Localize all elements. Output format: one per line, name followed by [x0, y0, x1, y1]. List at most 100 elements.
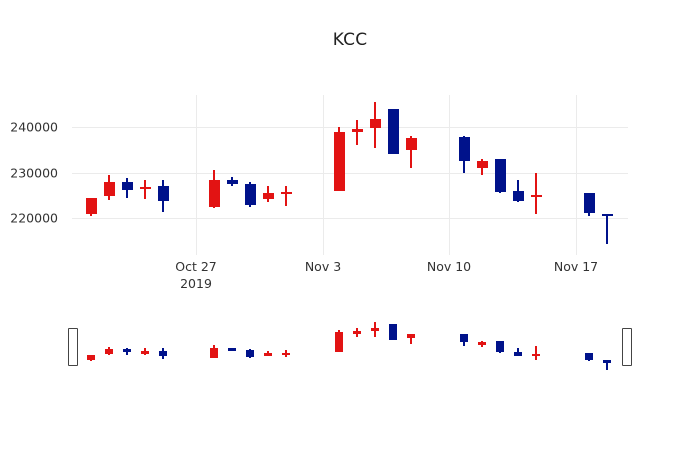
x-axis-tick: Nov 3: [304, 259, 342, 274]
candle-body: [369, 118, 381, 128]
candlestick[interactable]: [369, 95, 381, 255]
range-slider-candlestick: [335, 318, 343, 374]
range-slider-candle-body: [460, 333, 468, 343]
range-slider-candlestick: [353, 318, 361, 374]
range-slider-candle-body: [87, 354, 95, 361]
candle-body: [139, 187, 151, 190]
candle-body: [333, 131, 345, 191]
range-slider-candlestick: [246, 318, 254, 374]
candle-body: [494, 159, 506, 192]
candlestick[interactable]: [494, 95, 506, 255]
range-slider-candlestick: [105, 318, 113, 374]
range-slider-candle-body: [228, 348, 236, 351]
range-slider-candle-body: [496, 341, 504, 353]
y-axis-tick: 230000: [10, 165, 58, 181]
range-slider-candlestick: [514, 318, 522, 374]
candlestick[interactable]: [280, 95, 292, 255]
range-slider-candlestick: [87, 318, 95, 374]
candle-body: [103, 181, 115, 197]
range-slider-candle-body: [532, 353, 540, 356]
candlestick[interactable]: [244, 95, 256, 255]
range-slider-candlestick: [460, 318, 468, 374]
candlestick[interactable]: [387, 95, 399, 255]
range-slider-candlestick: [141, 318, 149, 374]
range-slider-track[interactable]: [72, 318, 628, 374]
range-slider-candle-body: [264, 353, 272, 356]
candlestick[interactable]: [512, 95, 524, 255]
candlestick[interactable]: [262, 95, 274, 255]
x-axis-tick: Oct 27 2019: [175, 259, 217, 291]
range-slider-candlestick: [407, 318, 415, 374]
y-axis-tick-labels: 220000 230000 240000: [0, 95, 66, 255]
candle-body: [208, 179, 220, 207]
candle-wick: [285, 185, 287, 206]
candlestick[interactable]: [476, 95, 488, 255]
candle-body: [405, 138, 417, 150]
candlestick[interactable]: [405, 95, 417, 255]
range-handle-right-icon[interactable]: [622, 328, 632, 366]
range-slider-candlestick: [228, 318, 236, 374]
range-slider-candle-body: [141, 351, 149, 354]
candle-body: [476, 161, 488, 169]
candlestick[interactable]: [333, 95, 345, 255]
y-gridline: [72, 127, 628, 128]
candle-body: [458, 137, 470, 162]
range-slider-candlestick: [123, 318, 131, 374]
range-slider-candle-body: [389, 324, 397, 340]
candle-wick: [144, 179, 146, 200]
range-handle-left-icon[interactable]: [68, 328, 78, 366]
candle-body: [121, 181, 133, 190]
range-slider-candlestick: [210, 318, 218, 374]
range-slider-candle-body: [105, 349, 113, 355]
range-slider-candle-body: [159, 350, 167, 356]
candle-body: [583, 193, 595, 213]
range-slider-candlestick: [371, 318, 379, 374]
candlestick[interactable]: [208, 95, 220, 255]
range-slider-candle-body: [353, 331, 361, 334]
range-slider-candle-body: [478, 342, 486, 345]
range-slider-candle-wick: [606, 360, 608, 371]
candle-body: [601, 213, 613, 217]
range-slider-candlestick: [264, 318, 272, 374]
x-gridline: [196, 95, 197, 255]
candlestick[interactable]: [157, 95, 169, 255]
range-slider-candlestick: [389, 318, 397, 374]
candlestick[interactable]: [351, 95, 363, 255]
range-slider-candlestick: [496, 318, 504, 374]
candle-body: [387, 108, 399, 155]
candle-body: [262, 193, 274, 199]
candle-body: [226, 179, 238, 185]
candle-body: [280, 191, 292, 194]
candlestick[interactable]: [458, 95, 470, 255]
range-slider-candle-body: [371, 327, 379, 331]
x-gridline: [449, 95, 450, 255]
range-slider-candle-body: [514, 352, 522, 356]
candlestick[interactable]: [139, 95, 151, 255]
candle-wick: [606, 213, 608, 244]
range-slider[interactable]: [68, 318, 632, 374]
candlestick[interactable]: [530, 95, 542, 255]
candlestick[interactable]: [85, 95, 97, 255]
candlestick[interactable]: [601, 95, 613, 255]
range-slider-candlestick: [478, 318, 486, 374]
range-slider-candle-body: [282, 352, 290, 355]
range-slider-candlestick: [282, 318, 290, 374]
candlestick[interactable]: [583, 95, 595, 255]
range-slider-candle-body: [335, 332, 343, 353]
range-slider-candlestick: [585, 318, 593, 374]
range-slider-candle-body: [246, 349, 254, 357]
candlestick[interactable]: [226, 95, 238, 255]
candlestick[interactable]: [103, 95, 115, 255]
candle-body: [157, 186, 169, 201]
range-slider-candle-body: [603, 360, 611, 363]
candlestick[interactable]: [121, 95, 133, 255]
range-slider-candle-body: [123, 349, 131, 352]
range-slider-candlestick: [159, 318, 167, 374]
page-title: KCC: [332, 30, 368, 50]
y-axis-tick: 240000: [10, 119, 58, 135]
y-gridline: [72, 218, 628, 220]
range-slider-candle-wick: [535, 346, 537, 360]
candle-body: [530, 194, 542, 197]
range-slider-candle-body: [210, 348, 218, 358]
